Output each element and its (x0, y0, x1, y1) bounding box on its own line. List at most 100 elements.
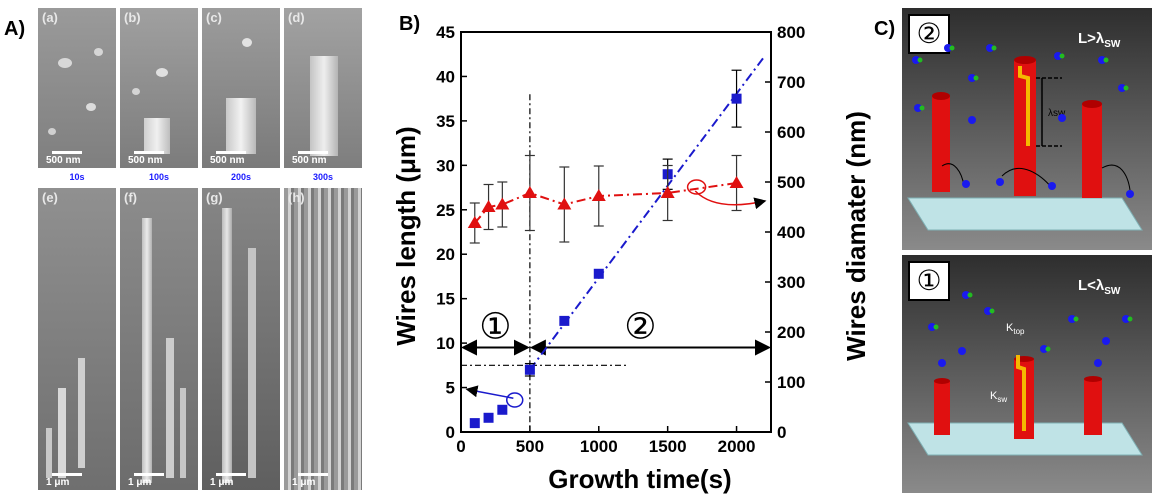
scale-bar (298, 473, 328, 476)
adatom (919, 105, 925, 111)
regime-2-label: ② (624, 307, 656, 348)
y-left-tick-label: 10 (436, 334, 455, 353)
scale-bar (134, 151, 164, 154)
adatom (1126, 190, 1134, 198)
y-right-tick-label: 600 (777, 123, 805, 142)
nanowire (1084, 379, 1102, 435)
nanowire (1014, 60, 1036, 196)
nanowire-scene: λsw (907, 44, 1143, 231)
adatom (1118, 84, 1126, 92)
plot-frame (460, 31, 772, 433)
nanowire (1082, 104, 1102, 198)
diffusion-path (1016, 355, 1026, 431)
adatom (968, 74, 976, 82)
y-right-tick-label: 200 (777, 323, 805, 342)
y-right-tick-label: 100 (777, 373, 805, 392)
k-top-subscript: top (1013, 327, 1025, 336)
sem-image-b: (b) 500 nm (120, 8, 198, 168)
sem-tag: (a) (42, 10, 58, 25)
adatom (912, 56, 920, 64)
y-left-tick-label: 15 (436, 290, 455, 309)
growth-chart: B) 0 500 1000 1500 2000 0 5 10 15 20 25 30 35 40 45 0 10… (395, 13, 871, 494)
length-axis-arrow (465, 385, 514, 399)
adatom (1103, 57, 1109, 63)
adatom (1048, 182, 1056, 190)
sem-image-f: (f) 1 μm (120, 188, 198, 490)
y-left-tick-label: 25 (436, 201, 455, 220)
y-right-tick-label: 700 (777, 73, 805, 92)
nanowire-top (1082, 100, 1102, 108)
y-left-tick-label: 5 (446, 379, 455, 398)
nanowire-top (932, 92, 950, 100)
scale-bar (52, 473, 82, 476)
diameter-point (557, 197, 572, 210)
adatom (1068, 315, 1076, 323)
x-tick-label: 1000 (580, 437, 618, 456)
adatom (984, 307, 992, 315)
sem-tag: (f) (124, 190, 137, 205)
length-point (469, 418, 480, 429)
y-right-tick-label: 0 (777, 423, 786, 442)
adatom (1094, 359, 1102, 367)
length-point (483, 412, 494, 423)
adatom (962, 291, 970, 299)
adatom (1054, 52, 1062, 60)
diameter-series-marker-circle (686, 179, 707, 195)
y-left-tick-label: 40 (436, 67, 455, 86)
scale-bar (216, 473, 246, 476)
sem-tag: (e) (42, 190, 58, 205)
scale-text: 1 μm (128, 477, 152, 488)
y-axis-right-label: Wires diamater (nm) (841, 111, 871, 361)
y-left-tick-label: 0 (446, 423, 455, 442)
adatom (1127, 316, 1133, 322)
adatom (1122, 315, 1130, 323)
condition-text: L<λ (1078, 277, 1105, 294)
y-left-tick-label: 35 (436, 112, 455, 131)
panel-a-letter: A) (4, 18, 26, 40)
adatom (1073, 316, 1079, 322)
time-caption: 200s (230, 172, 252, 182)
x-tick-label: 1500 (649, 437, 687, 456)
nanowire-top (934, 378, 950, 384)
adatom (1059, 53, 1065, 59)
diameter-point (729, 176, 744, 188)
condition-subscript: SW (1104, 39, 1121, 50)
adatom (1045, 346, 1051, 352)
k-sw-subscript: sw (997, 395, 1007, 404)
adatom (989, 308, 995, 314)
diffusion-path (1018, 66, 1030, 146)
condition-text: L>λ (1078, 30, 1105, 47)
adatom (928, 323, 936, 331)
length-point (497, 404, 508, 415)
scale-text: 1 μm (210, 477, 234, 488)
k-sw-symbol: K (990, 390, 998, 402)
time-caption: 100s (148, 172, 170, 182)
sem-image-h: (h) 1 μm (284, 188, 362, 490)
sem-image-c: (c) 500 nm (202, 8, 280, 168)
panel-b-letter: B) (399, 13, 420, 35)
adatom (914, 104, 922, 112)
adatom (996, 178, 1004, 186)
length-point (524, 364, 535, 375)
scale-text: 500 nm (128, 155, 163, 166)
adatom (1123, 85, 1129, 91)
nanowire (934, 381, 950, 435)
sem-tag: (b) (124, 10, 141, 25)
scale-text: 1 μm (292, 477, 316, 488)
adatom (917, 57, 923, 63)
scale-text: 500 nm (46, 155, 81, 166)
adatom (958, 347, 966, 355)
k-top-symbol: K (1006, 322, 1014, 334)
diagram-regime-1: ① L<λSW Ktop Ksw (902, 255, 1152, 493)
regime-badge: ① (908, 261, 950, 301)
diameter-point (660, 186, 675, 198)
adatom (986, 44, 994, 52)
sem-image-d: (d) 500 nm (284, 8, 362, 168)
scale-text: 500 nm (210, 155, 245, 166)
sem-tag: (d) (288, 10, 305, 25)
x-axis-label: Growth time(s) (548, 464, 731, 494)
y-right-tick-label: 300 (777, 273, 805, 292)
diameter-line (474, 182, 737, 224)
adatom (1102, 337, 1110, 345)
length-point (559, 315, 570, 326)
